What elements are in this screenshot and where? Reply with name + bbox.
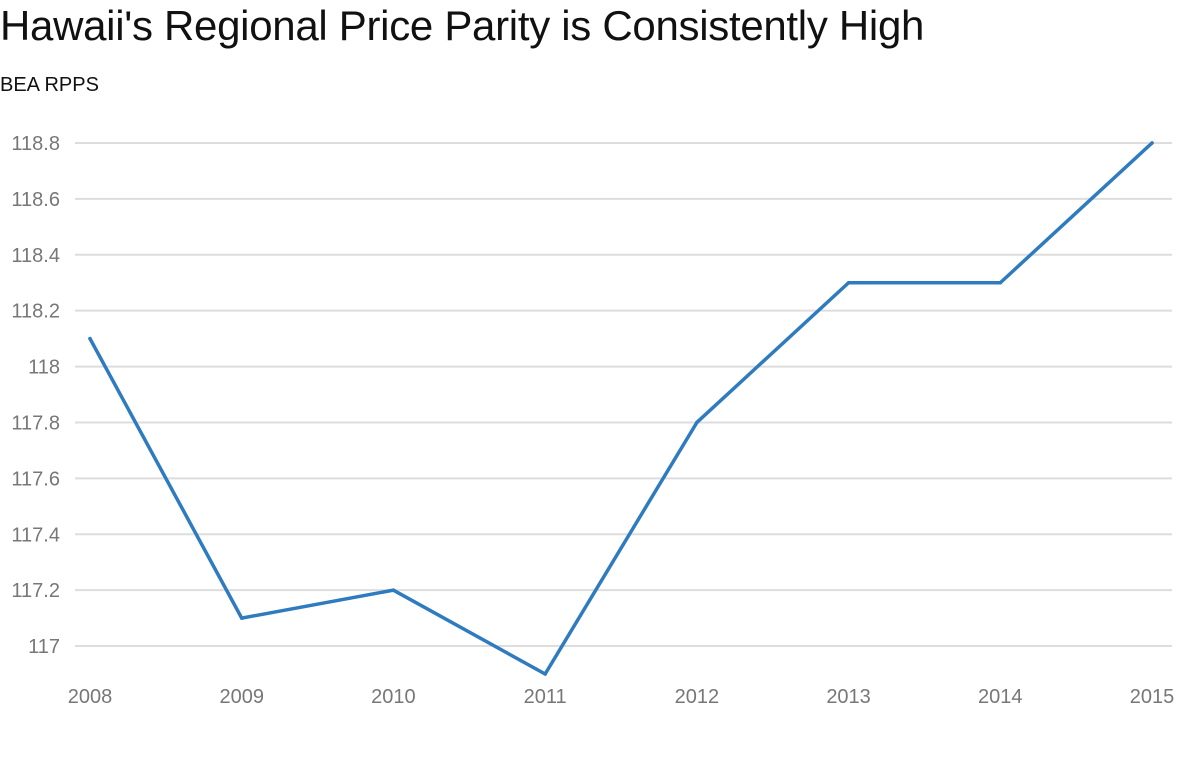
y-tick-label: 118 — [28, 357, 60, 379]
x-tick-label: 2013 — [826, 686, 871, 708]
data-point — [543, 672, 547, 676]
x-tick-label: 2009 — [219, 686, 264, 708]
y-tick-label: 117.8 — [11, 412, 60, 434]
y-tick-label: 117.6 — [11, 468, 60, 490]
x-tick-label: 2010 — [371, 686, 416, 708]
x-tick-label: 2014 — [978, 686, 1023, 708]
y-tick-label: 117 — [28, 636, 60, 658]
y-tick-label: 118.2 — [11, 301, 60, 323]
y-tick-label: 118.8 — [11, 133, 60, 155]
data-point — [239, 616, 244, 620]
gridlines — [75, 142, 1172, 648]
series-lines — [88, 141, 1154, 676]
y-tick-label: 118.6 — [11, 189, 60, 211]
data-point — [846, 280, 851, 285]
y-tick-label: 117.4 — [11, 524, 60, 546]
data-point — [88, 336, 92, 341]
data-point — [391, 588, 396, 592]
x-tick-label: 2012 — [675, 686, 720, 708]
data-point — [695, 420, 699, 425]
series-line — [88, 141, 1154, 676]
x-tick-label: 2015 — [1130, 686, 1175, 708]
y-tick-label: 118.4 — [11, 245, 60, 267]
data-point — [1150, 141, 1154, 145]
data-point — [998, 280, 1003, 285]
x-axis-tick-labels: 2008 2009 2010 2011 2012 2013 2014 2015 — [68, 686, 1175, 708]
chart-title: Hawaii's Regional Price Parity is Consis… — [0, 2, 925, 49]
chart-subtitle: BEA RPPS — [0, 74, 99, 96]
x-tick-label: 2011 — [524, 686, 567, 708]
y-tick-label: 117.2 — [11, 580, 60, 602]
x-tick-label: 2008 — [68, 686, 113, 708]
y-axis-tick-labels: 117 117.2 117.4 117.6 117.8 118 118.2 118.4 118.… — [11, 133, 60, 658]
